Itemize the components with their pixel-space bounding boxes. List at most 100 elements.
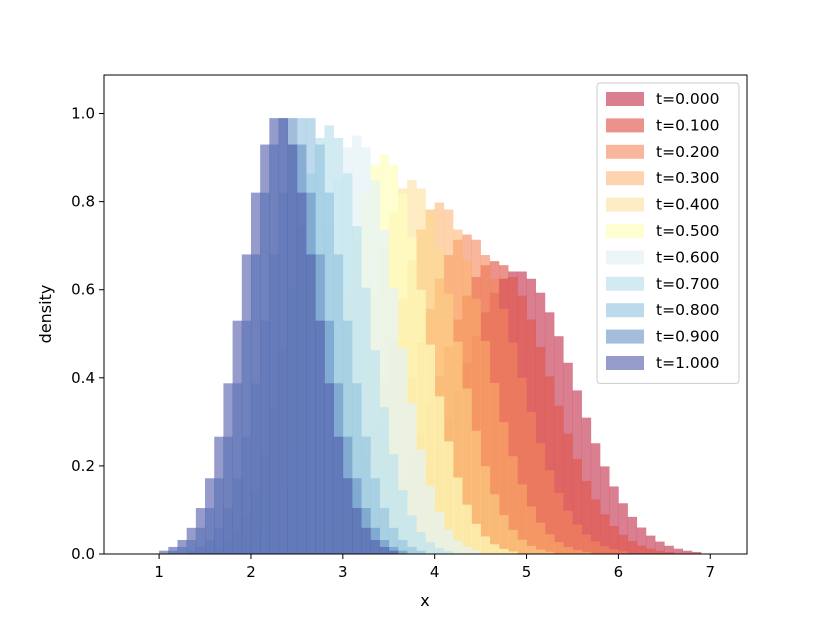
histogram-bar — [480, 536, 491, 554]
histogram-bar — [397, 490, 408, 554]
histogram-bar — [443, 441, 454, 554]
histogram-bar — [425, 485, 435, 554]
histogram-bar — [416, 289, 426, 554]
histogram-bar — [600, 466, 610, 554]
histogram-bar — [379, 229, 390, 554]
y-axis-ticks: 0.0 0.2 0.4 0.6 0.8 1.0 — [71, 105, 104, 563]
histogram-bar — [563, 510, 573, 554]
histogram-bar — [489, 382, 500, 554]
histogram-bar — [508, 551, 518, 554]
histogram-bar — [563, 547, 573, 554]
legend-label: t=0.700 — [656, 275, 719, 293]
histogram-bar — [600, 514, 610, 554]
histogram-bar — [581, 534, 592, 554]
histogram-bar — [453, 341, 463, 554]
histogram-bar — [664, 552, 674, 554]
y-tick-label: 0.0 — [71, 545, 95, 563]
histogram-bar — [388, 527, 399, 554]
histogram-bar — [535, 443, 546, 554]
histogram-bar — [370, 478, 380, 554]
y-tick-label: 0.4 — [71, 369, 95, 387]
histogram-bar — [397, 348, 408, 554]
x-tick-label: 1 — [154, 563, 164, 581]
histogram-bar — [682, 550, 693, 554]
histogram-bar — [241, 254, 252, 554]
histogram-bar — [636, 545, 647, 554]
histogram-bar — [471, 298, 481, 554]
histogram-bar — [489, 494, 500, 554]
histogram-bar — [434, 548, 445, 554]
histogram-bar — [544, 551, 555, 554]
histogram-bar — [508, 342, 518, 554]
histogram-bars — [159, 118, 702, 555]
series-t=1.000 — [159, 118, 399, 555]
histogram-bar — [407, 403, 417, 554]
histogram-bar — [572, 524, 582, 554]
legend-swatch — [606, 224, 644, 238]
legend-label: t=0.900 — [656, 328, 719, 346]
histogram-bar — [664, 545, 674, 554]
histogram-bar — [517, 484, 527, 554]
histogram-bar — [581, 480, 592, 554]
histogram-bar — [609, 486, 619, 554]
histogram-bar — [544, 534, 555, 554]
histogram-bar — [554, 405, 564, 554]
histogram-bar — [462, 504, 472, 554]
histogram-bar — [655, 541, 665, 554]
histogram-bar — [443, 551, 454, 554]
histogram-bar — [379, 546, 390, 554]
legend-label: t=0.400 — [656, 196, 719, 214]
legend-swatch — [606, 303, 644, 318]
histogram-bar — [517, 539, 527, 554]
histogram-bar — [223, 383, 233, 554]
histogram-bar — [581, 551, 592, 554]
legend-label: t=0.800 — [656, 301, 719, 319]
legend-swatch — [606, 197, 644, 212]
histogram-bar — [443, 293, 454, 554]
histogram-bar — [434, 511, 445, 554]
histogram-bar — [388, 546, 399, 554]
histogram-bar — [453, 477, 463, 554]
legend-swatch — [606, 356, 644, 370]
histogram-bar — [195, 508, 206, 554]
histogram-bar — [544, 470, 555, 554]
legend-swatch — [606, 144, 644, 159]
histogram-bar — [370, 539, 380, 554]
histogram-bar — [673, 548, 683, 554]
histogram-bar — [526, 411, 537, 554]
histogram-bar — [361, 527, 371, 554]
histogram-bar — [388, 550, 399, 554]
histogram-bar — [462, 546, 472, 554]
histogram-bar — [544, 376, 555, 554]
histogram-bar — [691, 551, 702, 554]
legend-label: t=0.500 — [656, 222, 719, 240]
histogram-bar — [471, 550, 481, 554]
histogram-bar — [471, 430, 481, 554]
histogram-bar — [453, 540, 463, 554]
legend-label: t=0.100 — [656, 116, 719, 134]
histogram-bar — [618, 503, 628, 554]
histogram-bar — [655, 550, 665, 554]
histogram-bar — [205, 478, 215, 554]
histogram-bar — [177, 539, 187, 554]
histogram-bar — [609, 525, 619, 554]
x-tick-label: 5 — [522, 563, 532, 581]
histogram-bar — [315, 320, 325, 554]
histogram-bar — [379, 407, 390, 554]
histogram-bar — [627, 541, 638, 554]
histogram-bar — [186, 527, 197, 554]
legend: t=0.000 t=0.100 t=0.200 t=0.300 t=0.400 t=0.5… — [596, 82, 740, 384]
histogram-bar — [352, 508, 362, 554]
y-tick-label: 0.2 — [71, 457, 95, 475]
legend-label: t=0.300 — [656, 169, 719, 187]
histogram-bar — [572, 458, 582, 554]
y-axis-label: density — [36, 285, 55, 344]
histogram-bar — [590, 499, 601, 554]
y-tick-label: 1.0 — [71, 105, 95, 123]
histogram-bar — [517, 377, 527, 554]
x-tick-label: 4 — [430, 563, 440, 581]
histogram-bar — [645, 548, 656, 554]
histogram-bar — [508, 529, 518, 554]
legend-swatch — [606, 250, 644, 265]
